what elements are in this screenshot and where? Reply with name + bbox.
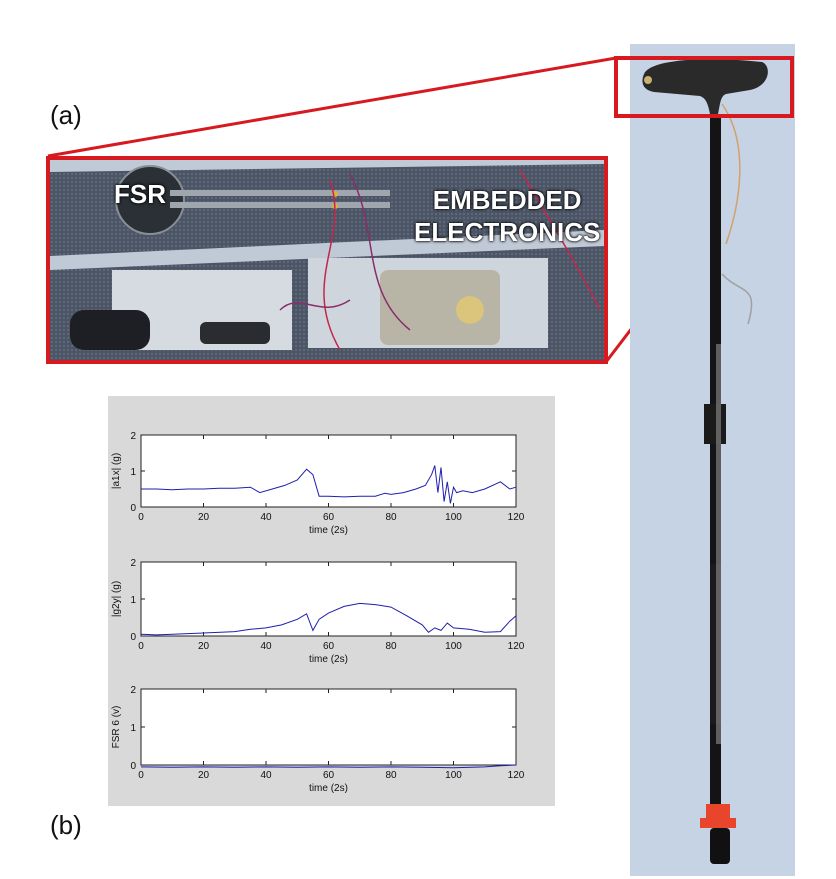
series-line xyxy=(140,764,517,769)
plot-area xyxy=(140,688,517,766)
series-line xyxy=(140,602,517,636)
x-axis-label: time (2s) xyxy=(309,783,348,794)
embedded-electronics-line2: ELECTRONICS xyxy=(414,217,601,247)
sensor-plots-panel: 0 20 40 60 80 100 120 0 1 2 time (2s) |a1x| (g) 0 20 4… xyxy=(108,396,555,806)
plot-area xyxy=(140,434,517,508)
y-axis-label: FSR 6 (v) xyxy=(111,706,122,749)
series-line xyxy=(141,465,517,504)
x-tick-label: 0 xyxy=(138,512,144,523)
x-tick-label: 80 xyxy=(385,770,397,781)
y-tick-label: 0 xyxy=(130,632,136,643)
x-axis-label: time (2s) xyxy=(309,525,348,536)
handle-internals-illustration xyxy=(50,160,604,360)
handle-internals-photo: FSR EMBEDDED ELECTRONICS xyxy=(46,156,608,364)
plot-area xyxy=(140,561,517,637)
cane-photo xyxy=(630,44,795,876)
y-tick-label: 1 xyxy=(130,723,136,734)
x-tick-label: 120 xyxy=(508,770,525,781)
cane-illustration xyxy=(630,44,795,876)
x-tick-label: 40 xyxy=(260,770,272,781)
x-tick-label: 100 xyxy=(445,641,462,652)
embedded-electronics-line1: EMBEDDED xyxy=(432,185,582,215)
x-tick-label: 100 xyxy=(445,770,462,781)
x-tick-label: 60 xyxy=(323,641,335,652)
y-tick-label: 0 xyxy=(130,503,136,514)
plot-3: 0 20 40 60 80 100 120 0 1 2 time (2s) FSR 6 (v) xyxy=(111,685,525,794)
y-tick-label: 2 xyxy=(130,558,136,569)
y-axis-label: |a1x| (g) xyxy=(111,453,122,489)
x-tick-label: 100 xyxy=(445,512,462,523)
y-tick-label: 1 xyxy=(130,595,136,606)
x-tick-label: 40 xyxy=(260,641,272,652)
connector-top xyxy=(47,56,617,158)
x-tick-label: 120 xyxy=(508,641,525,652)
plot-1: 0 20 40 60 80 100 120 0 1 2 time (2s) |a1x| (g) xyxy=(111,431,525,536)
x-tick-label: 80 xyxy=(385,641,397,652)
handle-highlight-box xyxy=(614,56,794,118)
embedded-electronics-label: EMBEDDED ELECTRONICS xyxy=(414,184,600,248)
fsr-label: FSR xyxy=(114,179,166,209)
x-axis-label: time (2s) xyxy=(309,654,348,665)
x-tick-label: 120 xyxy=(508,512,525,523)
y-axis-label: |g2y| (g) xyxy=(111,581,122,617)
y-tick-label: 0 xyxy=(130,761,136,772)
y-tick-label: 2 xyxy=(130,685,136,696)
panel-label-a: (a) xyxy=(50,100,82,130)
x-tick-label: 20 xyxy=(198,512,210,523)
x-tick-label: 80 xyxy=(385,512,397,523)
x-tick-label: 0 xyxy=(138,641,144,652)
x-tick-label: 60 xyxy=(323,770,335,781)
y-tick-label: 2 xyxy=(130,431,136,442)
panel-label-b: (b) xyxy=(50,810,82,840)
x-tick-label: 20 xyxy=(198,770,210,781)
x-tick-label: 60 xyxy=(323,512,335,523)
x-tick-label: 20 xyxy=(198,641,210,652)
plot-2: 0 20 40 60 80 100 120 0 1 2 time (2s) |g2y| (g) xyxy=(111,558,525,665)
x-tick-label: 40 xyxy=(260,512,272,523)
x-tick-label: 0 xyxy=(138,770,144,781)
y-tick-label: 1 xyxy=(130,467,136,478)
